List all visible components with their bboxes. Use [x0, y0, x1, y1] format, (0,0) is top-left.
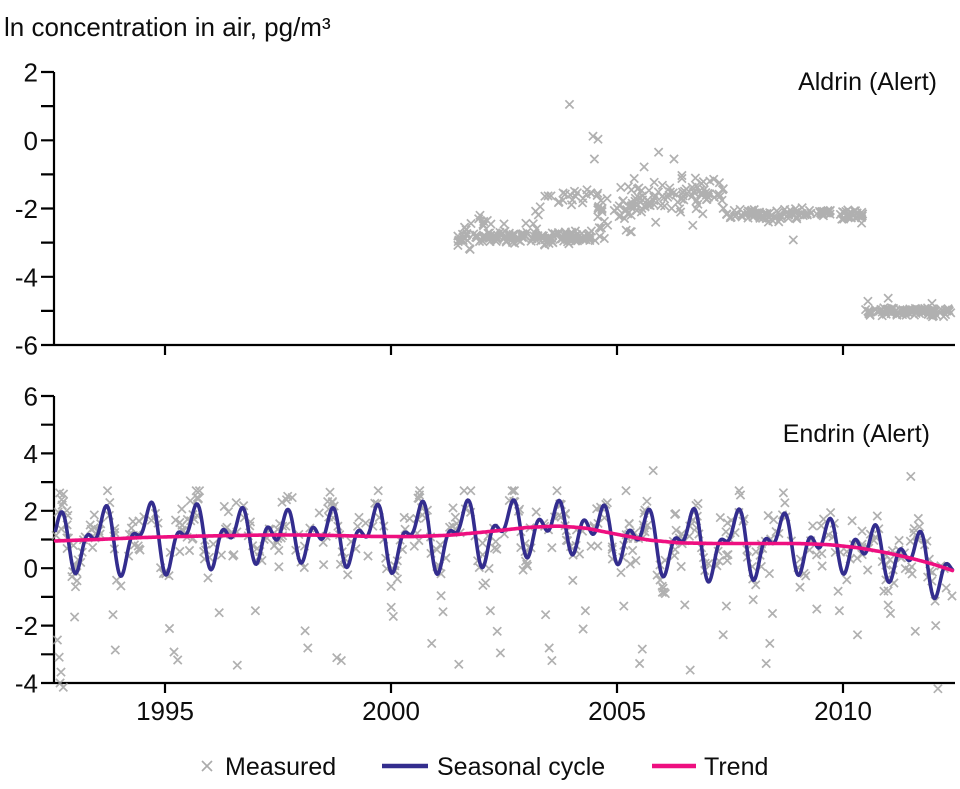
legend-trend-label: Trend	[704, 753, 768, 781]
aldrin-axes	[41, 70, 955, 355]
aldrin-panel-title: Aldrin (Alert)	[798, 68, 937, 96]
legend-seasonal-label: Seasonal cycle	[437, 753, 605, 781]
y-tick-label: 2	[24, 58, 38, 88]
endrin-measured-points	[51, 465, 957, 694]
y-tick-label: 2	[24, 496, 38, 526]
x-tick-label: 1995	[136, 696, 194, 726]
x-tick-label: 2005	[588, 696, 646, 726]
aldrin-y-tick-labels: 2 0 -2 -4 -6	[15, 58, 38, 361]
y-tick-label: 4	[24, 439, 38, 469]
y-tick-label: -6	[15, 331, 38, 361]
measured-x-icon	[201, 760, 213, 772]
endrin-y-tick-labels: 6 4 2 0 -2 -4	[15, 382, 38, 699]
x-tick-label: 2000	[362, 696, 420, 726]
aldrin-panel: 2 0 -2 -4 -6 Aldrin (Alert)	[15, 58, 956, 361]
y-tick-label: -2	[15, 194, 38, 224]
figure-title: ln concentration in air, pg/m³	[4, 12, 331, 42]
x-tick-label: 2010	[814, 696, 872, 726]
y-tick-label: -4	[15, 669, 38, 699]
endrin-axes	[41, 394, 955, 693]
y-tick-label: 0	[24, 554, 38, 584]
x-axis-year-labels: 1995 2000 2005 2010	[136, 696, 872, 726]
legend-measured-label: Measured	[225, 753, 336, 781]
y-tick-label: -2	[15, 611, 38, 641]
y-tick-label: -4	[15, 262, 38, 292]
endrin-trend-line	[53, 524, 955, 573]
endrin-panel: 6 4 2 0 -2 -4 1995 2000 2005 2010 Endrin (Alert)	[15, 382, 957, 726]
legend: Measured Seasonal cycle Trend	[201, 753, 768, 781]
aldrin-measured-points	[453, 99, 956, 322]
y-tick-label: 0	[24, 126, 38, 156]
y-tick-label: 6	[24, 382, 38, 412]
endrin-panel-title: Endrin (Alert)	[783, 420, 930, 448]
